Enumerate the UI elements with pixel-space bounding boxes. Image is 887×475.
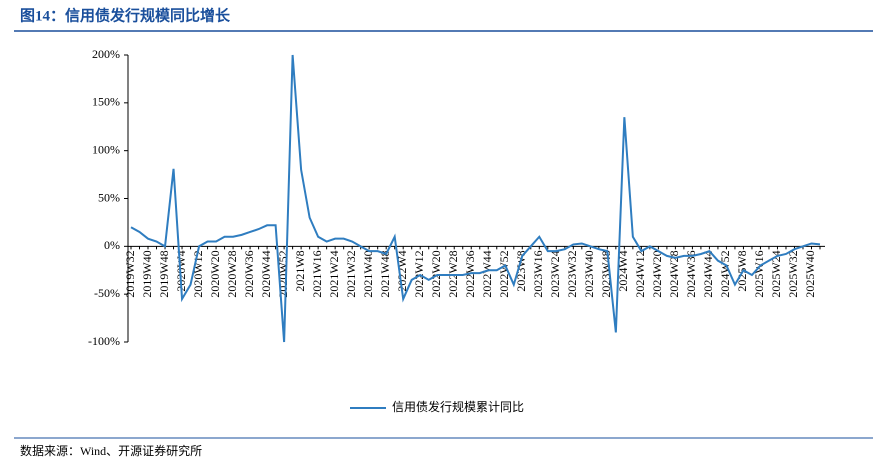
x-tick-label: 2024W36 [684, 250, 698, 297]
x-tick-label: 2023W40 [582, 250, 596, 297]
x-tick-label: 2021W8 [293, 250, 307, 291]
series-line [130, 54, 821, 343]
x-tick-label: 2022W28 [446, 250, 460, 297]
x-tick-label: 2025W16 [752, 250, 766, 297]
x-tick-label: 2024W12 [633, 250, 647, 297]
y-tick-label: -50% [94, 286, 120, 300]
legend-label: 信用债发行规模累计同比 [392, 399, 524, 414]
x-tick-label: 2023W16 [531, 250, 545, 297]
source: 数据来源：Wind、开源证券研究所 [20, 443, 202, 458]
x-tick-label: 2024W44 [701, 250, 715, 297]
y-tick-label: 50% [98, 190, 120, 204]
x-tick-label: 2020W36 [242, 250, 256, 297]
y-tick-label: 150% [92, 95, 120, 109]
x-tick-label: 2020W28 [225, 250, 239, 297]
y-tick-label: 0% [104, 238, 120, 252]
y-tick-label: -100% [88, 334, 120, 348]
x-tick-label: 2023W48 [599, 250, 613, 297]
x-tick-label: 2020W20 [208, 250, 222, 297]
x-tick-label: 2025W40 [803, 250, 817, 297]
chart-title: 图14：信用债发行规模同比增长 [20, 6, 231, 24]
x-tick-label: 2024W20 [650, 250, 664, 297]
x-tick-label: 2022W12 [412, 250, 426, 297]
y-tick-label: 100% [92, 142, 120, 156]
x-tick-label: 2022W20 [429, 250, 443, 297]
x-tick-label: 2019W48 [157, 250, 171, 297]
x-tick-label: 2021W48 [378, 250, 392, 297]
x-tick-label: 2021W24 [327, 250, 341, 297]
x-tick-label: 2023W24 [548, 250, 562, 297]
x-tick-label: 2024W28 [667, 250, 681, 297]
x-tick-label: 2022W52 [497, 250, 511, 297]
x-tick-label: 2020W44 [259, 250, 273, 297]
x-tick-label: 2019W40 [140, 250, 154, 297]
x-tick-label: 2020W12 [191, 250, 205, 297]
x-tick-label: 2025W32 [786, 250, 800, 297]
x-tick-label: 2023W8 [514, 250, 528, 291]
x-tick-label: 2021W32 [344, 250, 358, 297]
x-tick-label: 2023W32 [565, 250, 579, 297]
x-tick-label: 2021W40 [361, 250, 375, 297]
x-tick-label: 2021W16 [310, 250, 324, 297]
x-tick-label: 2019W32 [123, 250, 137, 297]
x-tick-label: 2022W44 [480, 250, 494, 297]
x-tick-label: 2025W24 [769, 250, 783, 297]
y-tick-label: 200% [92, 47, 120, 61]
